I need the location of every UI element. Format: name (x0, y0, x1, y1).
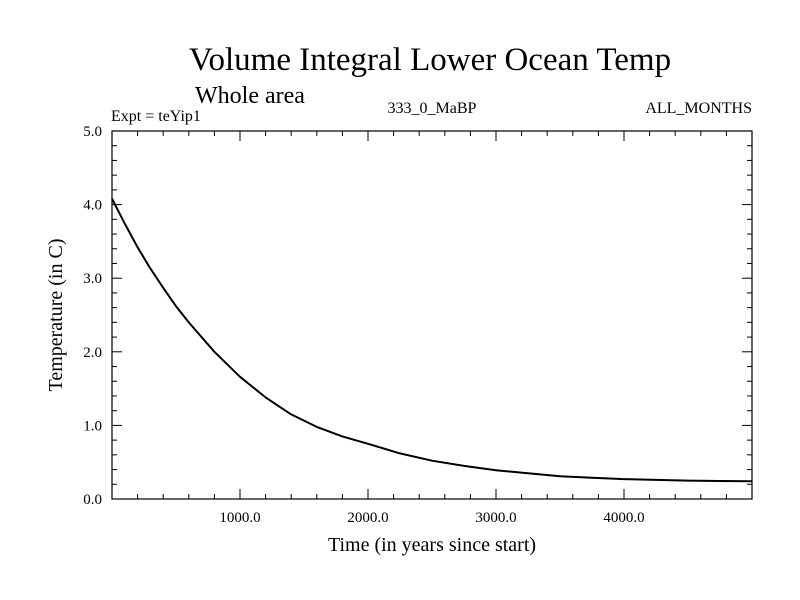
y-tick-label: 0.0 (83, 492, 102, 508)
y-axis-label: Temperature (in C) (45, 239, 67, 392)
x-tick-label: 2000.0 (347, 510, 388, 526)
y-tick-label: 4.0 (83, 198, 102, 214)
y-tick-label: 3.0 (83, 271, 102, 287)
y-tick-label: 5.0 (83, 124, 102, 140)
annotation-period: 333_0_MaBP (388, 100, 477, 117)
x-axis-label: Time (in years since start) (328, 534, 536, 556)
series-layer (111, 198, 753, 483)
chart-title: Volume Integral Lower Ocean Temp (189, 42, 671, 78)
chart-subtitle: Whole area (195, 83, 305, 109)
axis-ticks: 1000.0 2000.0 3000.0 4000.0 0.0 1.0 2.0 3.0 4.0 5… (83, 124, 752, 526)
series-line (111, 198, 753, 483)
x-tick-label: 4000.0 (603, 510, 644, 526)
x-tick-label: 3000.0 (475, 510, 516, 526)
annotation-months: ALL_MONTHS (645, 100, 752, 117)
plot-frame (111, 130, 753, 500)
y-tick-label: 1.0 (83, 418, 102, 434)
y-tick-label: 2.0 (83, 345, 102, 361)
x-tick-label: 1000.0 (219, 510, 260, 526)
annotation-experiment: Expt = teYip1 (111, 108, 201, 125)
